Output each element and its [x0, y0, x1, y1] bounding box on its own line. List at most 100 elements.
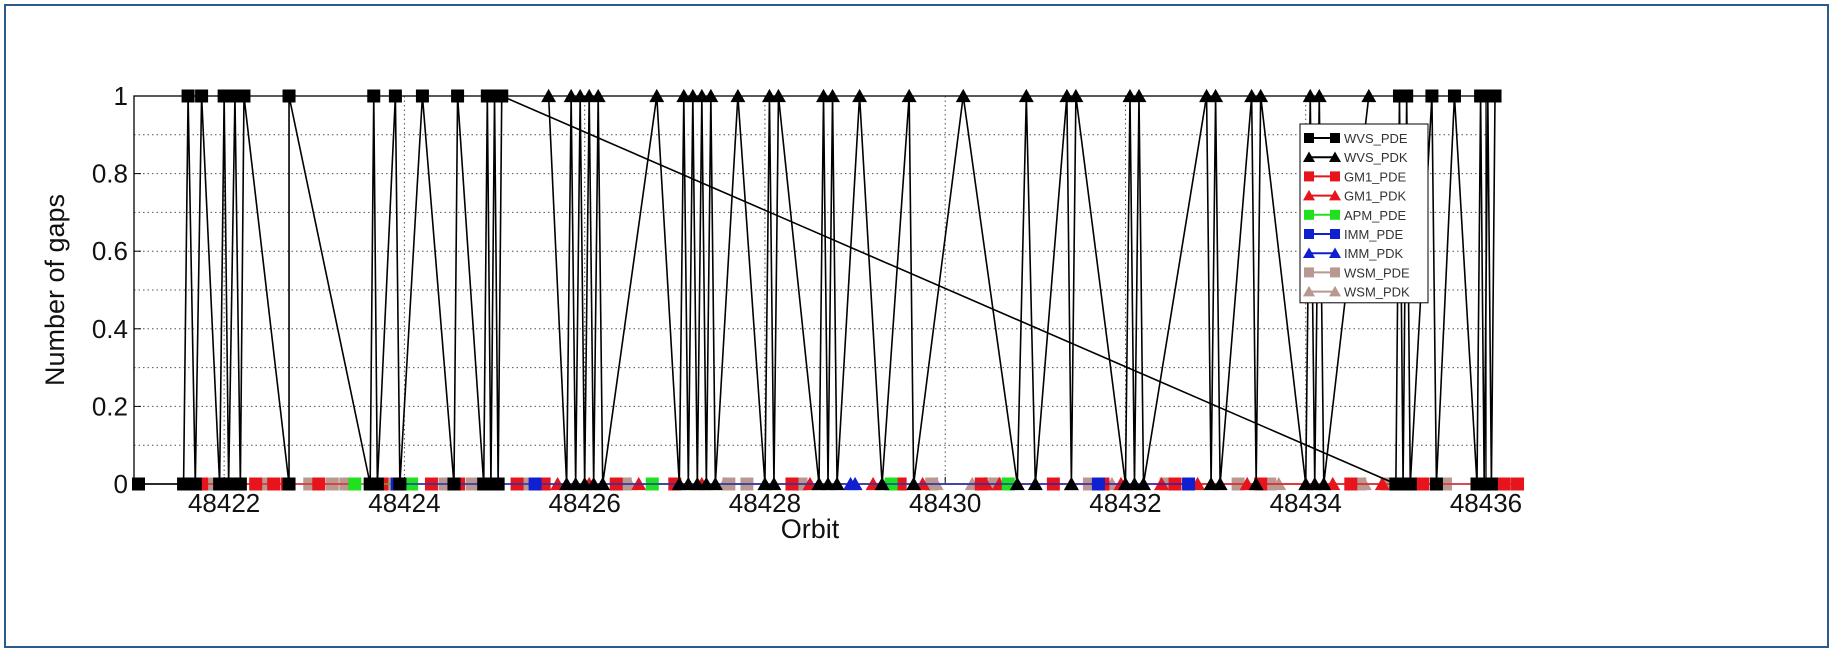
legend-item: GM1_PDE [1304, 169, 1406, 184]
axis-ticks: 48422 48424 48426 48428 48430 48432 48434 48436… [92, 81, 1522, 518]
data-point [132, 477, 146, 491]
data-point [1316, 476, 1332, 491]
legend-marker [1329, 247, 1341, 258]
legend-marker [1330, 229, 1340, 239]
legend-marker [1304, 267, 1314, 278]
series-layer [132, 88, 1525, 491]
legend-marker [1330, 133, 1340, 143]
legend-label: WSM_PDE [1344, 265, 1410, 280]
data-point [730, 88, 746, 103]
data-point [901, 88, 917, 103]
data-point [1429, 477, 1443, 491]
data-point [906, 476, 922, 491]
legend-marker [1330, 267, 1340, 278]
legend-item: IMM_PDK [1303, 246, 1404, 261]
data-point [707, 476, 723, 491]
legend-label: WVS_PDK [1344, 150, 1408, 165]
legend-item: APM_PDE [1304, 208, 1406, 223]
legend-label: GM1_PDK [1344, 189, 1406, 204]
data-point [1027, 476, 1043, 491]
data-point [1311, 88, 1327, 103]
x-tick-label: 48424 [368, 488, 440, 518]
data-point [1068, 88, 1084, 103]
data-point [1425, 89, 1439, 103]
legend-marker [1304, 209, 1314, 220]
data-point [415, 89, 429, 103]
legend-marker [1303, 189, 1315, 201]
data-point [825, 88, 841, 103]
x-tick-label: 48436 [1450, 488, 1522, 518]
legend-label: WVS_PDE [1344, 131, 1408, 146]
data-point [1135, 476, 1151, 491]
data-point [282, 89, 296, 103]
x-tick-label: 48432 [1089, 488, 1161, 518]
legend-item: GM1_PDK [1303, 189, 1406, 204]
figure-frame: 48422 48424 48426 48428 48430 48432 48434 48436… [4, 4, 1829, 648]
data-point [703, 88, 719, 103]
data-point [181, 89, 195, 103]
series-wvs-pdk [541, 88, 1377, 491]
legend-item: WSM_PDK [1303, 285, 1410, 300]
data-point [1182, 477, 1196, 491]
y-tick-label: 0.4 [92, 314, 128, 344]
data-point [1212, 476, 1228, 491]
y-axis-label: Number of gaps [40, 194, 70, 386]
series-wvs-pde [132, 89, 1502, 491]
x-tick-label: 48434 [1270, 488, 1342, 518]
data-point [491, 477, 505, 491]
data-point [370, 477, 384, 491]
data-point [233, 477, 247, 491]
legend-label: APM_PDE [1344, 208, 1406, 223]
legend: WVS_PDE WVS_PDK GM1_PDE GM1_PDK APM_PDE IMM_P… [1299, 123, 1429, 304]
data-point [367, 89, 381, 103]
data-point [649, 88, 665, 103]
x-axis-label: Orbit [781, 514, 840, 544]
data-point [1400, 89, 1414, 103]
data-point [195, 89, 209, 103]
data-point [312, 477, 326, 491]
data-point [1416, 477, 1430, 491]
legend-label: WSM_PDK [1344, 285, 1410, 300]
data-point [541, 88, 557, 103]
data-point [528, 477, 542, 491]
legend-item: WSM_PDE [1304, 265, 1410, 280]
y-tick-label: 0.8 [92, 159, 128, 189]
data-point [1018, 88, 1034, 103]
data-point [1403, 477, 1417, 491]
y-tick-label: 0.2 [92, 391, 128, 421]
y-tick-label: 1 [114, 81, 128, 111]
x-tick-label: 48426 [549, 488, 621, 518]
x-tick-label: 48430 [909, 488, 981, 518]
legend-label: IMM_PDE [1344, 227, 1404, 242]
legend-marker [1330, 209, 1340, 220]
legend-marker [1329, 285, 1341, 297]
data-point [829, 476, 845, 491]
data-point [237, 89, 251, 103]
series-imm-pdk [843, 476, 863, 491]
legend-marker [1303, 151, 1315, 162]
data-point [1253, 88, 1269, 103]
data-point [847, 476, 863, 491]
data-point [1248, 476, 1264, 491]
legend-marker [1329, 151, 1341, 162]
data-point [282, 477, 296, 491]
data-point [1447, 89, 1461, 103]
data-point [1208, 88, 1224, 103]
legend-marker [1304, 133, 1314, 143]
legend-label: GM1_PDE [1344, 169, 1406, 184]
data-point [766, 476, 782, 491]
data-point [249, 477, 263, 491]
data-point [188, 477, 202, 491]
legend-marker [1303, 285, 1315, 297]
gap-chart: 48422 48424 48426 48428 48430 48432 48434 48436… [40, 81, 1525, 544]
data-point [770, 88, 786, 103]
y-tick-label: 0 [114, 469, 128, 499]
data-point [388, 89, 402, 103]
data-point [1484, 477, 1498, 491]
data-point [874, 476, 890, 491]
data-point [451, 89, 465, 103]
data-point [1488, 89, 1502, 103]
data-point [1091, 477, 1105, 491]
data-point [1063, 476, 1079, 491]
data-point [955, 88, 971, 103]
